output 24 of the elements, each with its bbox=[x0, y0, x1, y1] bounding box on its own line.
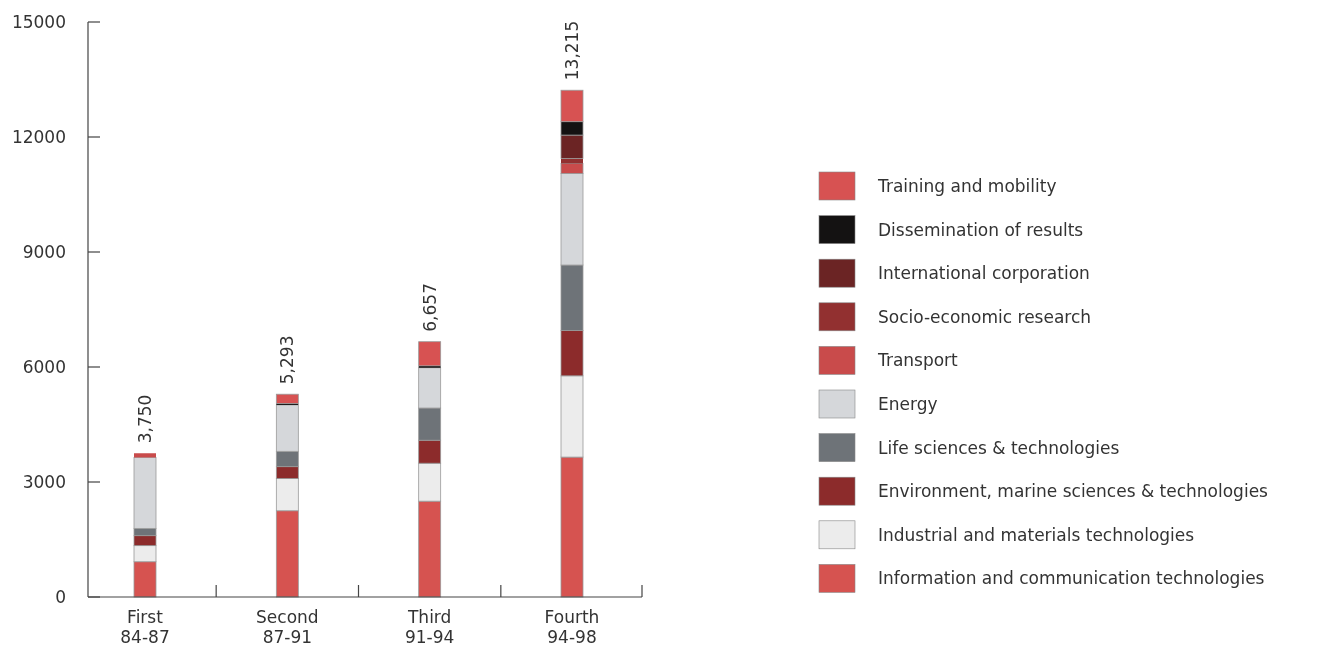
legend-label: International corporation bbox=[878, 263, 1090, 284]
total-label: 3,750 bbox=[135, 394, 155, 444]
y-tick-label: 12000 bbox=[11, 126, 66, 147]
y-tick-label: 0 bbox=[55, 586, 66, 607]
legend-label: Transport bbox=[877, 350, 959, 371]
legend-label: Industrial and materials technologies bbox=[878, 524, 1195, 545]
legend-label: Socio-economic research bbox=[878, 306, 1092, 327]
y-tick-label: 9000 bbox=[22, 241, 66, 262]
legend-label: Dissemination of results bbox=[878, 219, 1084, 240]
total-label: 13,215 bbox=[562, 20, 582, 81]
legend-label: Environment, marine sciences & technologies bbox=[878, 481, 1269, 502]
total-label: 6,657 bbox=[419, 283, 440, 332]
y-tick-label: 3000 bbox=[22, 471, 66, 492]
y-tick-label: 6000 bbox=[22, 356, 66, 377]
legend-label: Training and mobility bbox=[877, 175, 1057, 196]
y-tick-label: 15000 bbox=[11, 11, 66, 32]
x-tick-label: Second 87-91 bbox=[256, 607, 319, 647]
x-tick-label: Fourth 94-98 bbox=[544, 607, 600, 647]
total-label: 5,293 bbox=[277, 335, 298, 385]
legend-label: Life sciences & technologies bbox=[878, 437, 1120, 458]
x-tick-label: First 84-87 bbox=[120, 607, 170, 647]
legend-label: Information and communication technologies bbox=[878, 568, 1265, 589]
legend-label: Energy bbox=[878, 393, 938, 414]
x-tick-label: Third 91-94 bbox=[404, 607, 455, 647]
